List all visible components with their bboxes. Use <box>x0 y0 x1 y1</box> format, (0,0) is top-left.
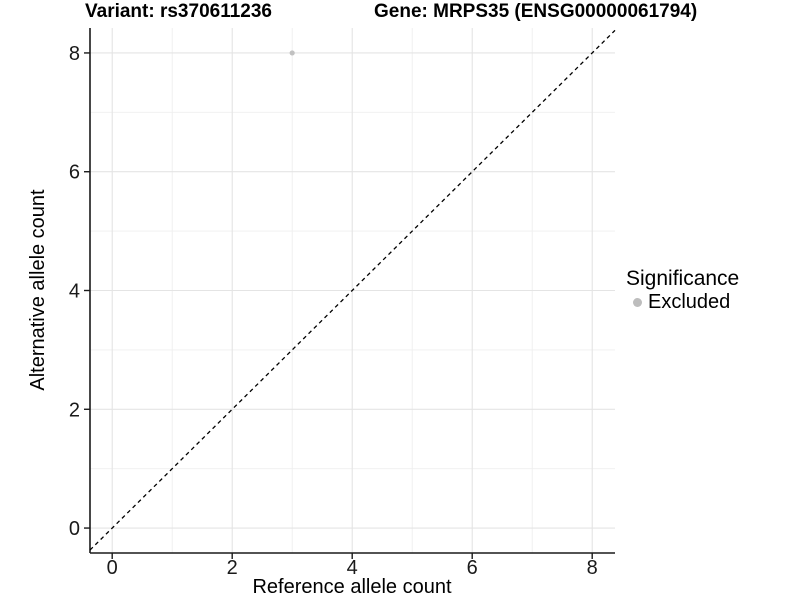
legend-item-excluded: Excluded <box>626 291 739 313</box>
data-point <box>289 50 295 56</box>
legend-point-icon <box>633 297 642 307</box>
x-axis-title: Reference allele count <box>252 576 452 598</box>
y-tick-label: 8 <box>69 43 80 65</box>
legend: Significance Excluded <box>626 267 740 313</box>
y-tick-label: 6 <box>69 162 80 184</box>
x-tick-label: 6 <box>467 557 478 579</box>
x-tick-label: 8 <box>587 557 598 579</box>
identity-dashed-line <box>89 29 616 551</box>
legend-title: Significance <box>626 267 740 290</box>
x-tick-label: 4 <box>347 557 358 579</box>
y-tick-label: 4 <box>69 281 80 303</box>
legend-item-label: Excluded <box>648 291 731 313</box>
plot-title-gene: Gene: MRPS35 (ENSG00000061794) <box>374 1 698 22</box>
x-tick-label: 0 <box>107 557 118 579</box>
plot-title-variant: Variant: rs370611236 <box>85 1 272 22</box>
y-axis-title: Alternative allele count <box>27 189 49 391</box>
y-tick-label: 2 <box>69 399 80 421</box>
x-tick-label: 2 <box>227 557 238 579</box>
y-tick-label: 0 <box>69 518 80 540</box>
